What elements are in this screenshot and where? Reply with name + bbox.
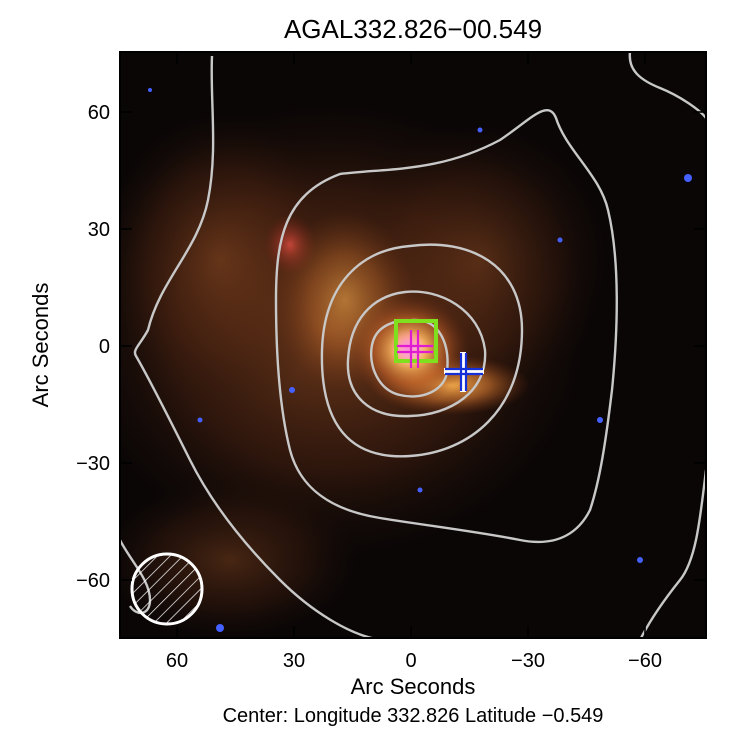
beam-circle [130, 552, 204, 626]
contours [120, 52, 706, 638]
cross-core [445, 353, 483, 391]
y-tick-label: −60 [76, 570, 110, 592]
contour-level-4 [369, 318, 449, 398]
blue-cross-marker [444, 352, 484, 392]
star [417, 487, 423, 493]
star [597, 417, 603, 423]
star [148, 88, 152, 92]
x-tick-label: 0 [405, 650, 416, 672]
plot-title: AGAL332.826−00.549 [284, 14, 542, 44]
y-tick-label: 0 [99, 336, 110, 358]
contour-level-0-west [133, 55, 378, 638]
axis-ticks [120, 52, 706, 638]
contour-level-0-se [639, 469, 706, 638]
star [684, 174, 692, 182]
x-tick-label: −60 [628, 650, 662, 672]
x-axis-label: Arc Seconds [351, 674, 476, 699]
star [477, 127, 483, 133]
y-axis-label: Arc Seconds [28, 283, 53, 408]
star [557, 237, 563, 243]
y-tick-label: −30 [76, 453, 110, 475]
contour-level-3 [346, 290, 487, 418]
contour-level-1 [274, 108, 618, 544]
plot-frame [119, 51, 707, 639]
sky-image [120, 52, 706, 638]
field-stars [148, 88, 692, 632]
y-tick-label: 30 [88, 219, 110, 241]
x-tick-labels: 60 30 0 −30 −60 [166, 650, 662, 672]
star [637, 557, 643, 563]
x-tick-label: 60 [166, 650, 188, 672]
center-coordinates: Center: Longitude 332.826 Latitude −0.54… [223, 705, 604, 727]
green-box-marker [394, 319, 438, 363]
star [289, 387, 295, 393]
magenta-cross-marker [397, 330, 433, 368]
contour-level-2 [320, 243, 524, 458]
nebula-south [120, 480, 360, 638]
star [216, 624, 224, 632]
contour-level-0-ne [628, 52, 706, 119]
y-tick-labels: 60 30 0 −30 −60 [76, 102, 110, 592]
star [197, 417, 203, 423]
x-tick-label: −30 [511, 650, 545, 672]
cross-outline [444, 352, 484, 392]
x-tick-label: 30 [283, 650, 305, 672]
y-tick-label: 60 [88, 102, 110, 124]
